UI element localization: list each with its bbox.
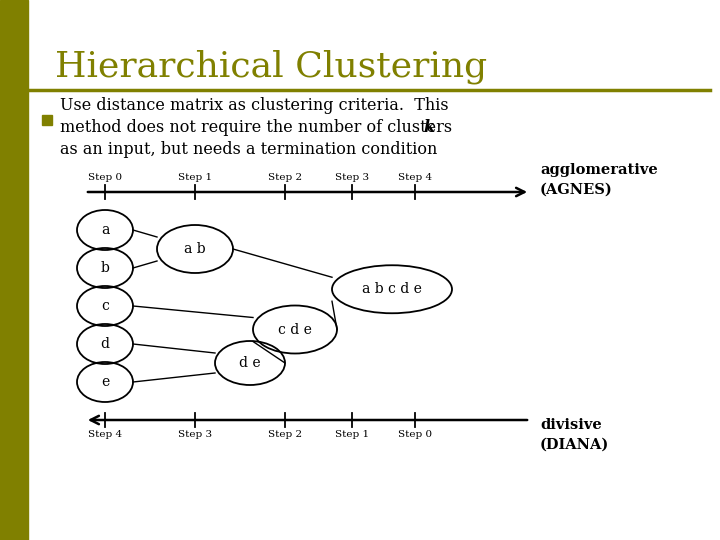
Text: Use distance matrix as clustering criteria.  This: Use distance matrix as clustering criter… (60, 97, 449, 114)
Text: a b: a b (184, 242, 206, 256)
Text: Step 2: Step 2 (268, 430, 302, 439)
Text: Step 3: Step 3 (178, 430, 212, 439)
Text: as an input, but needs a termination condition: as an input, but needs a termination con… (60, 141, 437, 158)
Text: Step 4: Step 4 (88, 430, 122, 439)
Text: Step 2: Step 2 (268, 173, 302, 182)
Bar (0, 0, 28, 540)
Text: e: e (101, 375, 109, 389)
Text: Step 1: Step 1 (335, 430, 369, 439)
Text: a: a (101, 223, 109, 237)
Text: divisive
(DIANA): divisive (DIANA) (540, 418, 609, 452)
Text: k: k (423, 119, 434, 136)
Text: Step 4: Step 4 (398, 173, 432, 182)
Text: d: d (101, 337, 109, 351)
Text: Hierarchical Clustering: Hierarchical Clustering (55, 50, 487, 84)
Text: c: c (101, 299, 109, 313)
Text: Step 0: Step 0 (88, 173, 122, 182)
Text: agglomerative
(AGNES): agglomerative (AGNES) (540, 163, 658, 197)
Text: c d e: c d e (278, 322, 312, 336)
Text: Step 1: Step 1 (178, 173, 212, 182)
Bar (42, 115, 52, 125)
Text: Step 0: Step 0 (398, 430, 432, 439)
Text: d e: d e (239, 356, 261, 370)
Text: a b c d e: a b c d e (362, 282, 422, 296)
Text: method does not require the number of clusters: method does not require the number of cl… (60, 119, 457, 136)
Text: b: b (101, 261, 109, 275)
Text: Step 3: Step 3 (335, 173, 369, 182)
